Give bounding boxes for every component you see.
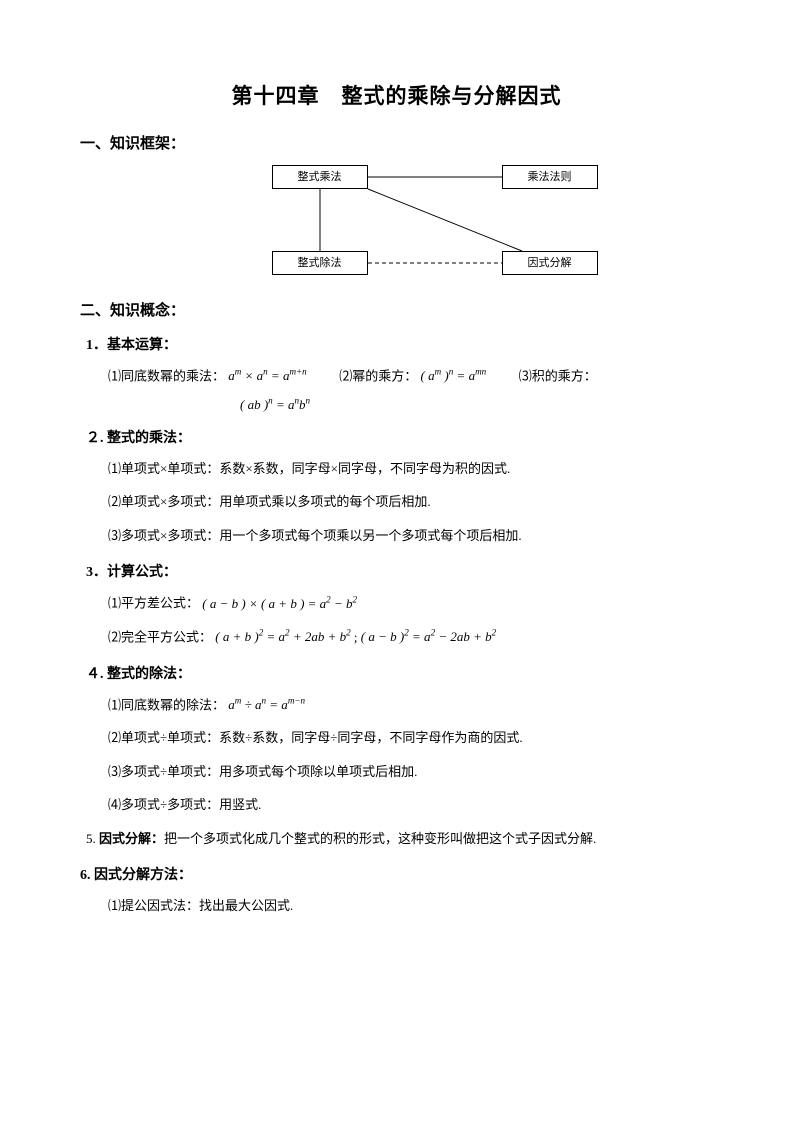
formula-same-base-mult: am × an = am+n [228, 368, 306, 383]
section-1-heading: 一、知识框架： [80, 132, 713, 153]
diagram-node-factor: 因式分解 [502, 251, 598, 275]
item-4-l2: ⑵单项式÷单项式：系数÷系数，同字母÷同字母，不同字母作为商的因式. [108, 726, 713, 749]
item-6-heading-text: 6. 因式分解方法： [80, 868, 192, 883]
diagram-node-divide: 整式除法 [272, 251, 368, 275]
item-3-l2-label: ⑵完全平方公式： [108, 629, 212, 644]
formula-power-of-power: ( am )n = amn [420, 368, 486, 383]
item-4-l3: ⑶多项式÷单项式：用多项式每个项除以单项式后相加. [108, 760, 713, 783]
item-6-l1: ⑴提公因式法：找出最大公因式. [108, 894, 713, 917]
item-5-text: 把一个多项式化成几个整式的积的形式，这种变形叫做把这个式子因式分解. [164, 831, 596, 846]
item-1-heading: 1．基本运算： [86, 334, 713, 354]
item-4-l4: ⑷多项式÷多项式：用竖式. [108, 793, 713, 816]
diagram-node-multiply: 整式乘法 [272, 165, 368, 189]
item-4-l1: ⑴同底数幂的除法： am ÷ an = am−n [108, 693, 713, 717]
framework-diagram-wrap: 整式乘法 乘法法则 整式除法 因式分解 [80, 165, 713, 285]
item-6-heading: 6. 因式分解方法： [80, 864, 713, 884]
item-5: 5. 因式分解：把一个多项式化成几个整式的积的形式，这种变形叫做把这个式子因式分… [86, 827, 713, 850]
framework-diagram: 整式乘法 乘法法则 整式除法 因式分解 [182, 165, 612, 285]
item-2-l2: ⑵单项式×多项式：用单项式乘以多项式的每个项后相加. [108, 490, 713, 513]
item-1-l1b: ⑵幂的乘方： [339, 368, 417, 383]
item-2-l3: ⑶多项式×多项式：用一个多项式每个项乘以另一个多项式每个项后相加. [108, 524, 713, 547]
item-1-line-2: ( ab )n = anbn [240, 396, 713, 413]
item-1-l1c: ⑶积的乘方： [519, 368, 597, 383]
item-5-heading: 因式分解： [99, 831, 164, 846]
formula-diff-squares: ( a − b ) × ( a + b ) = a2 − b2 [202, 596, 357, 611]
chapter-title: 第十四章 整式的乘除与分解因式 [80, 80, 713, 110]
item-5-prefix: 5. [86, 831, 99, 846]
item-3-l1-label: ⑴平方差公式： [108, 596, 199, 611]
item-4-l1a: ⑴同底数幂的除法： [108, 697, 225, 712]
item-1-line-1: ⑴同底数幂的乘法： am × an = am+n ⑵幂的乘方： ( am )n … [108, 364, 713, 388]
formula-perfect-square-1: ( a + b )2 = a2 + 2ab + b2 [215, 629, 350, 644]
document-page: 第十四章 整式的乘除与分解因式 一、知识框架： 整式乘法 乘法法则 整式除法 因… [0, 0, 793, 1122]
item-3-l1: ⑴平方差公式： ( a − b ) × ( a + b ) = a2 − b2 [108, 591, 713, 615]
diagram-node-rules: 乘法法则 [502, 165, 598, 189]
item-3-l2: ⑵完全平方公式： ( a + b )2 = a2 + 2ab + b2 ; ( … [108, 625, 713, 649]
section-2-heading: 二、知识概念： [80, 299, 713, 320]
item-1-l1a: ⑴同底数幂的乘法： [108, 368, 225, 383]
item-3-heading: 3．计算公式： [86, 561, 713, 581]
item-2-l1: ⑴单项式×单项式：系数×系数，同字母×同字母，不同字母为积的因式. [108, 457, 713, 480]
formula-same-base-div: am ÷ an = am−n [228, 697, 305, 712]
item-2-heading: ２. 整式的乘法： [86, 427, 713, 447]
formula-perfect-square-2: ( a − b )2 = a2 − 2ab + b2 [361, 629, 496, 644]
item-4-heading: ４. 整式的除法： [86, 663, 713, 683]
formula-power-of-product: ( ab )n = anbn [240, 397, 310, 412]
